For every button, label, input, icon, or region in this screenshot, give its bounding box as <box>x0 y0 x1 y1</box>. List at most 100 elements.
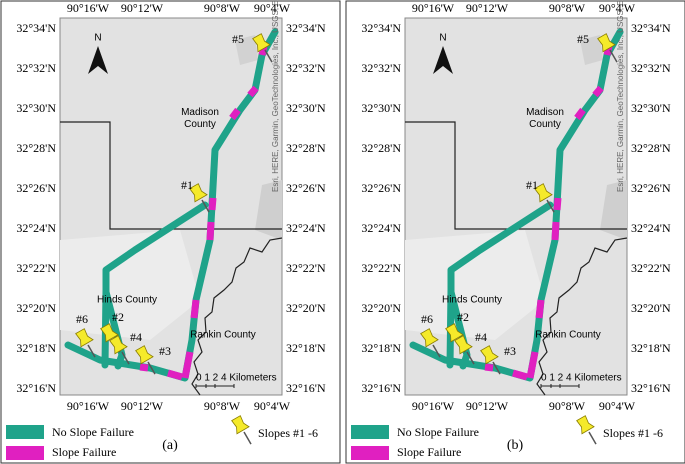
lon-label-top: 90°8'W <box>204 1 241 15</box>
land-light <box>60 230 200 340</box>
pin-needle <box>432 344 441 358</box>
route-failure <box>592 85 604 98</box>
lon-label-bottom: 90°12'W <box>466 399 509 413</box>
pin-needle <box>466 351 475 365</box>
pin-head <box>100 323 119 343</box>
route-no-failure <box>101 201 209 369</box>
lat-label-left: 32°18'N <box>361 341 401 355</box>
pin-needle <box>588 431 597 445</box>
legend-label: Slope Failure <box>52 445 116 459</box>
lat-label-right: 32°34'N <box>631 21 671 35</box>
north-arrow <box>433 46 453 74</box>
lon-label-top: 90°4'W <box>599 1 636 15</box>
lat-label-right: 32°20'N <box>286 301 326 315</box>
lon-label-bottom: 90°8'W <box>204 399 241 413</box>
slope-label: #3 <box>504 344 516 358</box>
county-label: Madison County <box>181 107 219 130</box>
slope-label: #5 <box>232 32 244 46</box>
lat-label-right: 32°18'N <box>631 341 671 355</box>
slope-pin <box>252 33 273 63</box>
route-failure <box>553 197 562 211</box>
lat-label-left: 32°28'N <box>16 141 56 155</box>
urban-area <box>255 180 282 240</box>
route-failure <box>181 351 194 379</box>
panel: #1 #2 #3 #4 #5 #6 Madison County Hinds County Ran… <box>345 0 685 464</box>
slope-label: #1 <box>181 178 193 192</box>
county-line <box>191 237 283 396</box>
county-line <box>60 121 282 230</box>
lon-label-bottom: 90°4'W <box>599 399 636 413</box>
lat-label-left: 32°16'N <box>16 381 56 395</box>
route-failure <box>535 299 545 319</box>
lat-label-left: 32°24'N <box>361 221 401 235</box>
slope-pin <box>189 183 210 213</box>
scale-bar <box>195 384 235 388</box>
slope-label: #1 <box>526 178 538 192</box>
route-failure <box>526 351 539 379</box>
attribution: Esri, HERE, Garmin, GeoTechnologies, Inc… <box>616 0 625 192</box>
pin-needle <box>546 199 555 213</box>
pin-needle <box>87 344 96 358</box>
slope-label: #4 <box>475 330 487 344</box>
route-no-failure <box>447 288 471 370</box>
lat-label-left: 32°22'N <box>16 261 56 275</box>
route-failure <box>190 299 200 319</box>
lon-label-top: 90°16'W <box>412 1 455 15</box>
route-no-failure <box>446 201 554 369</box>
lat-label-right: 32°16'N <box>631 381 671 395</box>
lon-label-top: 90°16'W <box>67 1 110 15</box>
lat-label-right: 32°32'N <box>631 61 671 75</box>
slope-pin <box>534 183 555 213</box>
slope-pin <box>480 345 501 375</box>
legend-label: No Slope Failure <box>52 425 134 439</box>
lat-label-right: 32°34'N <box>286 21 326 35</box>
lat-label-right: 32°30'N <box>631 101 671 115</box>
lat-label-left: 32°34'N <box>361 21 401 35</box>
pin-needle <box>492 361 501 375</box>
attribution: Esri, HERE, Garmin, GeoTechnologies, Inc… <box>271 0 280 192</box>
legend-swatch <box>6 425 44 439</box>
lat-label-right: 32°20'N <box>631 301 671 315</box>
lat-label-left: 32°28'N <box>361 141 401 155</box>
slope-pin <box>135 345 156 375</box>
urban-area <box>235 35 258 65</box>
lat-label-right: 32°22'N <box>286 261 326 275</box>
lat-label-right: 32°28'N <box>631 141 671 155</box>
pin-head <box>189 183 208 203</box>
slope-pin <box>75 328 96 358</box>
pin-head <box>420 328 439 348</box>
lat-label-right: 32°26'N <box>631 181 671 195</box>
lat-label-left: 32°30'N <box>16 101 56 115</box>
lat-label-left: 32°22'N <box>361 261 401 275</box>
slope-label: #6 <box>421 312 433 326</box>
lat-label-right: 32°24'N <box>631 221 671 235</box>
pin-head <box>534 183 553 203</box>
lat-label-left: 32°16'N <box>361 381 401 395</box>
pin-head <box>597 33 616 53</box>
lat-label-right: 32°22'N <box>631 261 671 275</box>
urban-area <box>580 35 603 65</box>
legend-swatch <box>6 446 44 460</box>
pin-needle <box>609 49 618 63</box>
pin-head <box>135 345 154 365</box>
north-arrow <box>88 46 108 74</box>
lat-label-right: 32°16'N <box>286 381 326 395</box>
pin-head <box>480 345 499 365</box>
route-failure <box>484 363 494 372</box>
scale-label: 0 1 2 4 Kilometers <box>541 373 622 384</box>
lat-label-left: 32°34'N <box>16 21 56 35</box>
route-failure <box>247 85 259 98</box>
route-failure <box>206 221 215 241</box>
lat-label-right: 32°32'N <box>286 61 326 75</box>
pin-head <box>454 335 473 355</box>
lat-label-left: 32°20'N <box>361 301 401 315</box>
slope-pin <box>420 328 441 358</box>
slope-label: #6 <box>76 312 88 326</box>
lon-label-bottom: 90°16'W <box>412 399 455 413</box>
lon-label-top: 90°8'W <box>549 1 586 15</box>
slope-pin <box>231 415 252 445</box>
pin-needle <box>243 431 252 445</box>
lon-label-top: 90°12'W <box>121 1 164 15</box>
lon-label-bottom: 90°8'W <box>549 399 586 413</box>
